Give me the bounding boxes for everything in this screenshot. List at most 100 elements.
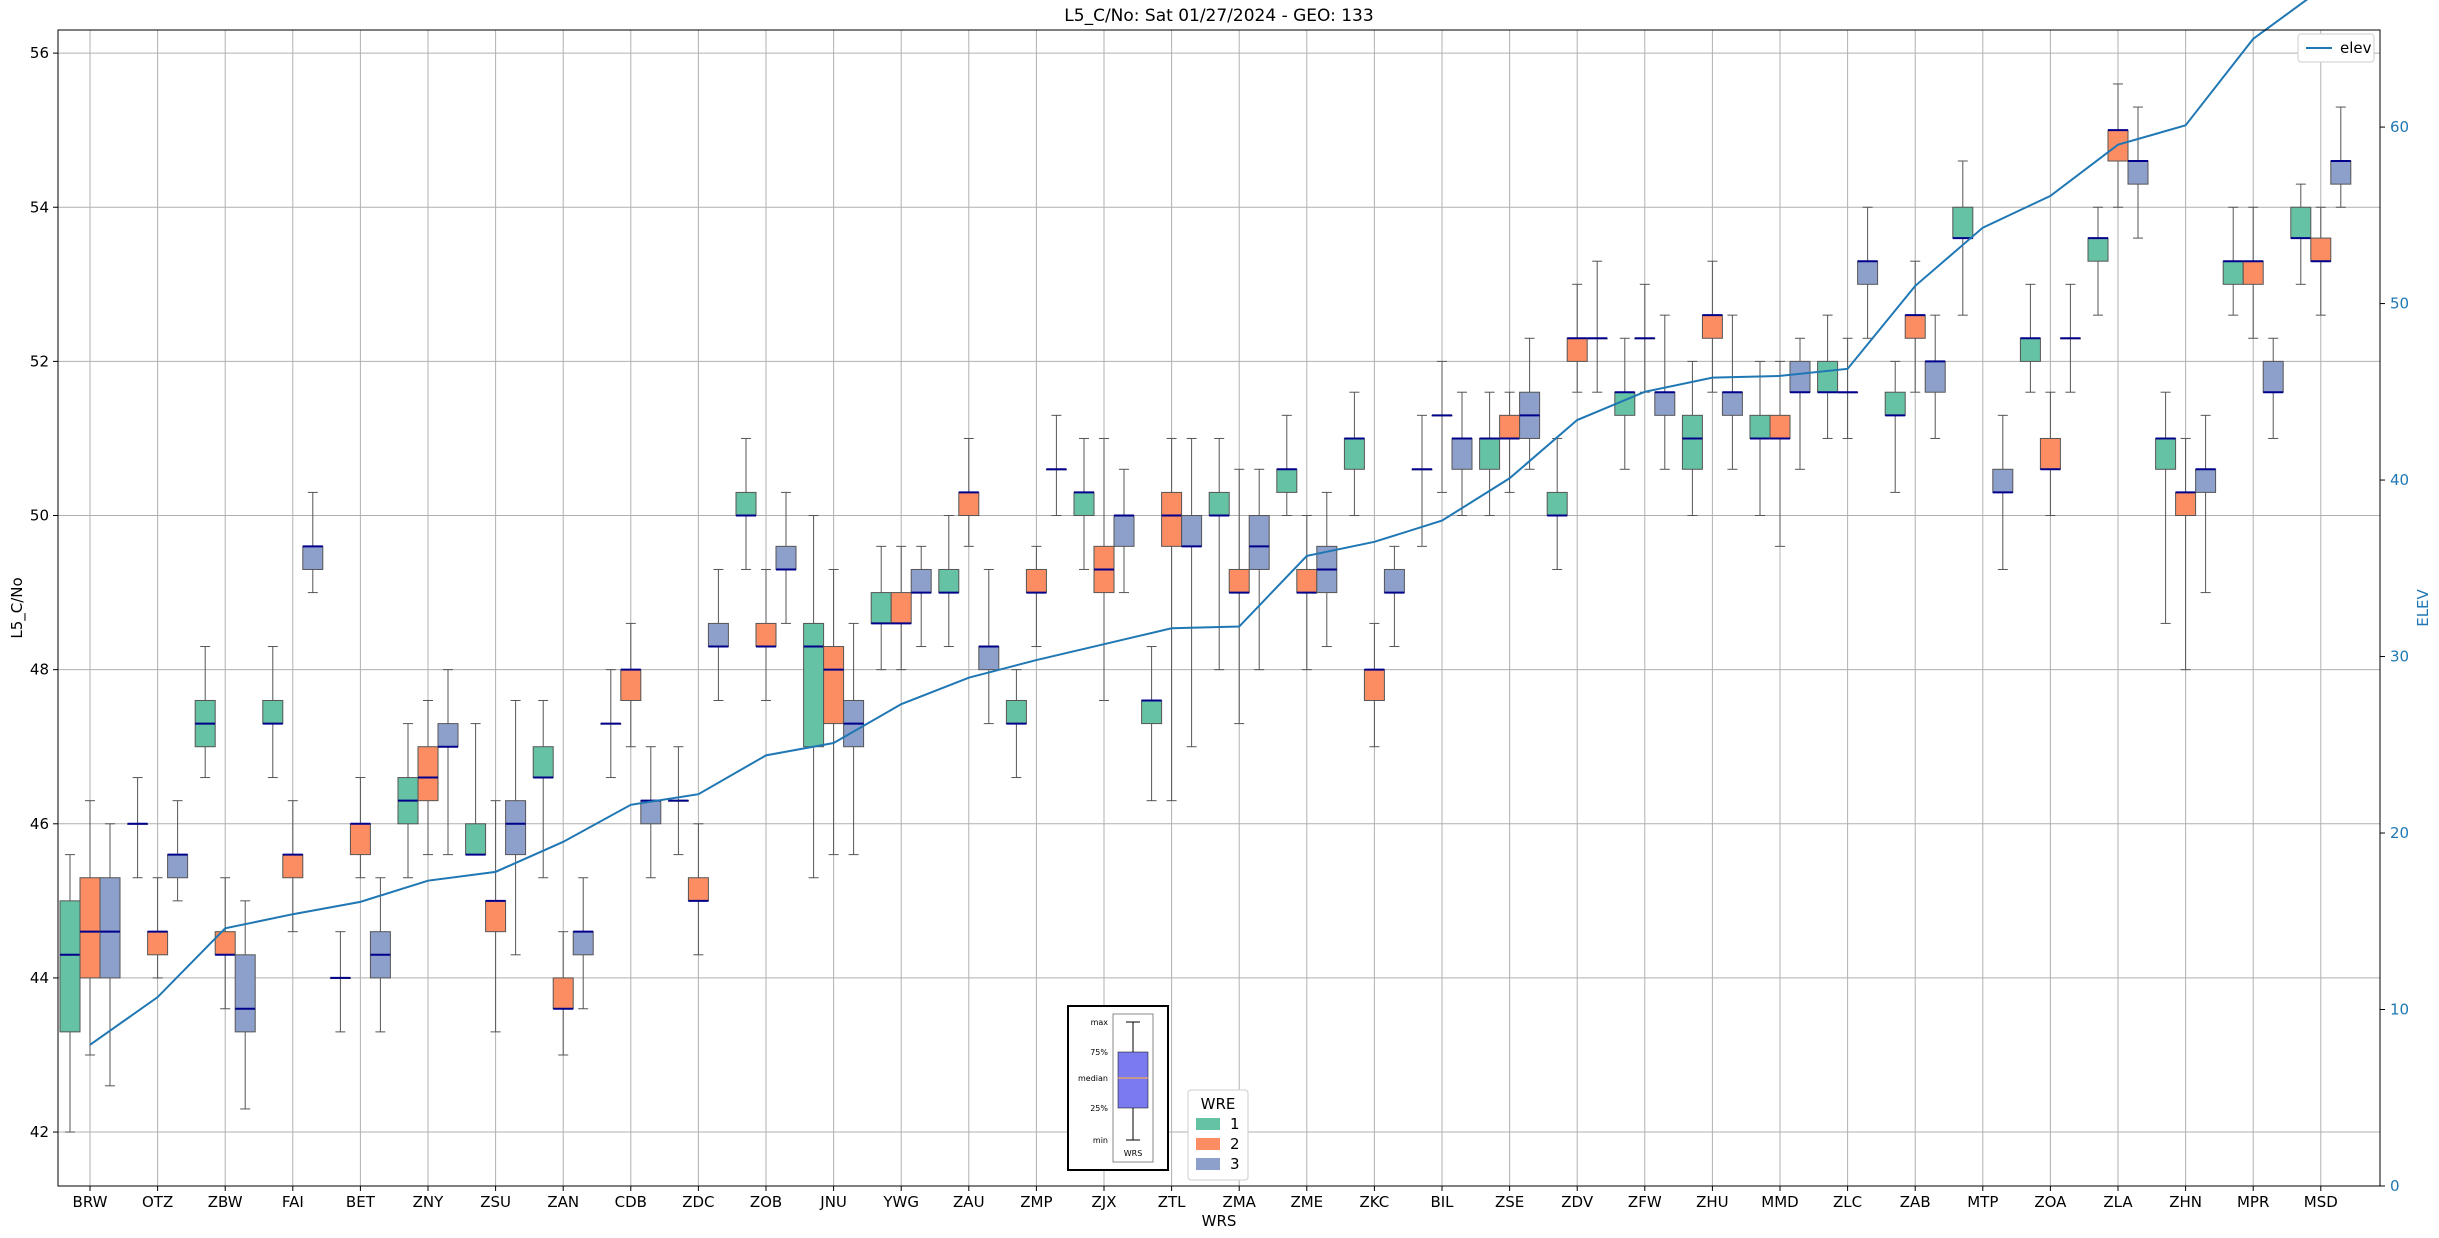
- box-iqr: [1817, 360, 1839, 393]
- inset-key-layer: max 75% median 25% min WRS: [1067, 1005, 1169, 1171]
- x-tick-label: ZAB: [1900, 1193, 1931, 1211]
- box-iqr: [910, 568, 932, 594]
- elev-layer: [89, 0, 2309, 1046]
- x-tick-label: ZHU: [1696, 1193, 1729, 1211]
- inset-key-label: 25%: [1090, 1104, 1108, 1113]
- legend-layer: elev WRE 1 2 3: [1187, 33, 2375, 1181]
- box-iqr: [1248, 515, 1270, 570]
- wre-legend-box: [1187, 1089, 1249, 1181]
- x-tick-label: MMD: [1761, 1193, 1798, 1211]
- x-tick-label: ZFW: [1628, 1193, 1662, 1211]
- inset-key-label: max: [1091, 1018, 1109, 1027]
- box-iqr: [1073, 491, 1095, 517]
- box-iqr: [1161, 491, 1183, 547]
- x-tick-label: ZMA: [1222, 1193, 1256, 1211]
- wre-legend-label: 3: [1230, 1155, 1240, 1173]
- box-iqr: [147, 931, 169, 956]
- box-iqr: [2242, 260, 2264, 285]
- box-iqr: [1499, 414, 1521, 439]
- plot-frame: [57, 29, 2381, 1187]
- box-iqr: [59, 900, 81, 1033]
- y2-tick-label: 30: [2390, 648, 2409, 666]
- x-tick-label: BET: [346, 1193, 376, 1211]
- box-iqr: [1363, 669, 1385, 701]
- wre-legend-title: WRE: [1201, 1095, 1236, 1113]
- box-iqr: [1005, 699, 1027, 725]
- boxes-layer: [59, 83, 2352, 1133]
- y-tick-label: 44: [30, 969, 49, 987]
- box-iqr: [2310, 237, 2332, 262]
- box-iqr: [1141, 699, 1163, 725]
- x-axis-title: WRS: [1202, 1212, 1237, 1230]
- y-tick-label: 48: [30, 661, 49, 679]
- box-iqr: [572, 931, 594, 956]
- inset-key-label: min: [1093, 1136, 1108, 1145]
- box-iqr: [1721, 391, 1743, 416]
- box-iqr: [1904, 314, 1926, 339]
- x-tick-label: ZLA: [2103, 1193, 2133, 1211]
- box-iqr: [687, 877, 709, 902]
- box-iqr: [2195, 468, 2217, 493]
- x-tick-label: MSD: [2304, 1193, 2338, 1211]
- inset-key-label: median: [1078, 1074, 1108, 1083]
- box-iqr: [167, 854, 189, 879]
- y2-tick-label: 40: [2390, 471, 2409, 489]
- x-tick-label: OTZ: [142, 1193, 173, 1211]
- box-iqr: [1383, 568, 1405, 594]
- x-tick-label: ZKC: [1360, 1193, 1390, 1211]
- wre-legend-swatch: [1196, 1158, 1220, 1170]
- y-tick-label: 42: [30, 1123, 49, 1141]
- box-iqr: [1992, 468, 2014, 493]
- inset-key-caption: WRS: [1124, 1149, 1143, 1158]
- chart-title: L5_C/No: Sat 01/27/2024 - GEO: 133: [1064, 6, 1373, 26]
- box-iqr: [620, 669, 642, 701]
- box-iqr: [437, 723, 459, 748]
- box-iqr: [1546, 491, 1568, 517]
- inset-key-label: 75%: [1090, 1048, 1108, 1057]
- wre-legend-label: 1: [1230, 1115, 1240, 1133]
- box-iqr: [890, 592, 912, 624]
- box-iqr: [1857, 260, 1879, 285]
- box-iqr: [1566, 337, 1588, 362]
- box-iqr: [755, 622, 777, 648]
- inset-key-box: [1117, 1051, 1149, 1109]
- box-iqr: [282, 854, 304, 879]
- box-iqr: [1884, 391, 1906, 416]
- x-tick-label: MPR: [2237, 1193, 2269, 1211]
- box-iqr: [1228, 568, 1250, 594]
- x-tick-label: ZSE: [1495, 1193, 1524, 1211]
- y-axis-title: L5_C/No: [8, 577, 27, 638]
- y-tick-label: 52: [30, 352, 49, 370]
- x-tick-label: CDB: [615, 1193, 647, 1211]
- y-tick-label: 54: [30, 198, 49, 216]
- box-iqr: [803, 622, 825, 748]
- x-tick-label: YWG: [882, 1193, 919, 1211]
- x-tick-label: ZHN: [2169, 1193, 2202, 1211]
- x-tick-label: ZBW: [208, 1193, 243, 1211]
- elev-line: [89, 0, 2309, 1046]
- y2-tick-label: 20: [2390, 824, 2409, 842]
- box-iqr: [2087, 237, 2109, 262]
- box-iqr: [2175, 491, 2197, 517]
- box-iqr: [823, 646, 845, 725]
- box-iqr: [552, 977, 574, 1010]
- x-tick-label: ZDV: [1561, 1193, 1594, 1211]
- box-iqr: [978, 646, 1000, 671]
- x-tick-label: ZOA: [2034, 1193, 2067, 1211]
- x-tick-label: ZMP: [1020, 1193, 1052, 1211]
- box-iqr: [2262, 360, 2284, 393]
- box-iqr: [2330, 160, 2352, 185]
- y2-axis-title: ELEV: [2414, 588, 2432, 626]
- y-tick-label: 50: [30, 507, 49, 525]
- box-iqr: [707, 622, 729, 648]
- box-iqr: [262, 699, 284, 725]
- box-iqr: [1479, 437, 1501, 470]
- box-iqr: [2019, 337, 2041, 362]
- box-iqr: [870, 592, 892, 624]
- x-tick-label: FAI: [282, 1193, 304, 1211]
- y-tick-label: 56: [30, 44, 49, 62]
- box-iqr: [958, 491, 980, 517]
- x-tick-label: ZDC: [682, 1193, 714, 1211]
- elev-legend-label: elev: [2340, 39, 2372, 57]
